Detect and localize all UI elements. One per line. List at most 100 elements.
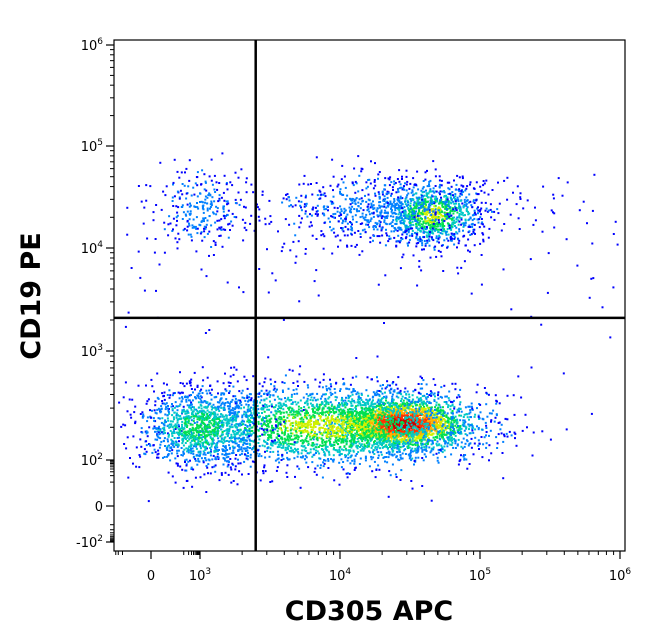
event-dot [249, 443, 252, 446]
event-dot [327, 403, 330, 406]
event-dot [325, 393, 327, 396]
event-dot [445, 395, 448, 398]
event-dot [286, 438, 289, 441]
event-dot [320, 437, 323, 440]
event-dot [459, 426, 462, 429]
event-dot [436, 422, 438, 425]
event-dot [397, 396, 400, 399]
event-dot [372, 432, 375, 435]
event-dot [406, 416, 409, 419]
event-dot [371, 444, 374, 447]
event-dot [325, 431, 327, 434]
event-dot [377, 419, 380, 422]
event-dot [361, 426, 364, 429]
event-dot [338, 449, 341, 451]
event-dot [368, 407, 371, 410]
event-dot [357, 419, 360, 422]
event-dot [380, 397, 383, 400]
event-dot [315, 421, 318, 424]
event-dot [380, 419, 383, 422]
event-dot [157, 427, 160, 430]
event-dot [361, 448, 364, 450]
event-dot [277, 438, 280, 441]
event-dot [416, 450, 419, 453]
event-dot [472, 453, 475, 456]
event-dot [416, 423, 419, 425]
event-dot [343, 402, 346, 404]
event-dot [340, 399, 343, 402]
event-dot [435, 442, 438, 445]
event-dot [220, 434, 223, 437]
event-dot [295, 428, 298, 431]
event-dot [187, 460, 190, 463]
event-dot [305, 425, 308, 428]
event-dot [345, 443, 348, 446]
event-dot [220, 421, 223, 424]
event-dot [437, 451, 440, 454]
event-dot [378, 395, 381, 398]
event-dot [426, 430, 429, 433]
event-dot [330, 416, 333, 419]
event-dot [263, 464, 266, 467]
event-dot [237, 431, 240, 434]
event-dot [196, 425, 199, 428]
event-dot [342, 418, 345, 421]
event-dot [404, 453, 407, 455]
event-dot [391, 395, 394, 398]
event-dot [359, 423, 361, 426]
event-dot [346, 387, 349, 390]
event-dot [327, 416, 329, 419]
event-dot [338, 461, 341, 464]
event-dot [332, 407, 335, 410]
event-dot [308, 435, 311, 438]
event-dot [342, 426, 345, 429]
event-dot [428, 409, 431, 412]
event-dot [483, 436, 486, 439]
event-dot [327, 419, 330, 422]
event-dot [208, 413, 211, 416]
event-dot [234, 430, 237, 433]
event-dot [282, 403, 285, 406]
event-dot [299, 439, 302, 442]
event-dot [182, 405, 185, 408]
event-dot [297, 423, 300, 425]
event-dot [392, 407, 395, 410]
event-dot [350, 410, 353, 413]
event-dot [367, 431, 369, 434]
event-dot [243, 430, 245, 433]
event-dot [384, 437, 387, 440]
event-dot [236, 483, 239, 486]
event-dot [334, 435, 337, 437]
event-dot [410, 443, 413, 446]
event-dot [257, 455, 260, 458]
event-dot [340, 448, 343, 451]
event-dot [397, 458, 400, 461]
event-dot [338, 454, 341, 457]
event-dot [292, 451, 295, 454]
event-dot [209, 392, 212, 395]
event-dot [412, 421, 414, 424]
event-dot [264, 406, 266, 409]
event-dot [384, 423, 387, 426]
event-dot [165, 406, 168, 409]
event-dot [418, 426, 421, 429]
event-dot [257, 442, 260, 444]
event-dot [440, 426, 443, 429]
event-dot [326, 449, 329, 452]
event-dot [460, 454, 462, 457]
event-dot [305, 422, 308, 425]
event-dot [361, 420, 364, 423]
event-dot [221, 414, 224, 417]
event-dot [471, 408, 474, 411]
event-dot [424, 414, 427, 417]
event-dot [426, 400, 429, 403]
event-dot [294, 426, 297, 429]
event-dot [273, 398, 276, 401]
event-dot [331, 425, 334, 428]
event-dot [347, 433, 350, 436]
event-dot [247, 405, 250, 408]
event-dot [221, 423, 224, 425]
event-dot [367, 429, 370, 432]
event-dot [267, 392, 270, 395]
event-dot [394, 434, 396, 437]
